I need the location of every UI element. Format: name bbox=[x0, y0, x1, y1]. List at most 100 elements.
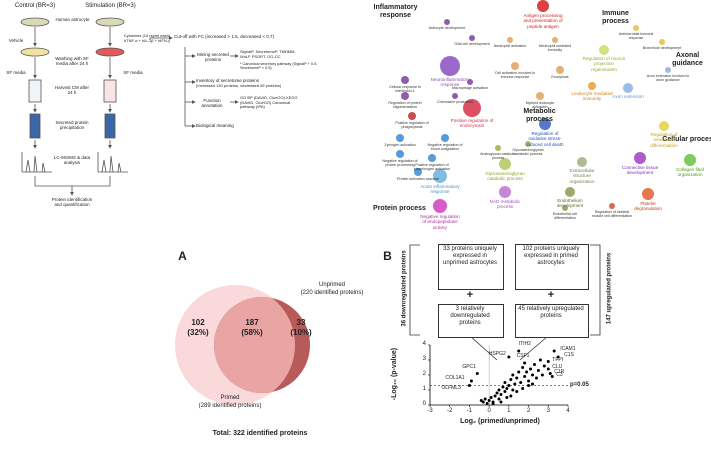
network-node bbox=[525, 141, 531, 147]
x-tick-label: 2 bbox=[526, 408, 531, 414]
label: (Increased 130 proteins, decreased 49 pr… bbox=[196, 83, 282, 88]
x-tick-label: 3 bbox=[546, 408, 550, 414]
gene-label: OLFML3 bbox=[441, 384, 461, 391]
network-node bbox=[444, 19, 450, 25]
gene-label: TFPI bbox=[552, 356, 564, 363]
data-point bbox=[527, 379, 531, 383]
label: Vehicle bbox=[8, 38, 24, 43]
data-point bbox=[538, 358, 542, 362]
data-point bbox=[509, 394, 513, 398]
data-point bbox=[517, 349, 521, 353]
label: B bbox=[383, 249, 392, 263]
label: Primed bbox=[220, 395, 240, 401]
data-point bbox=[525, 370, 529, 374]
label: Unprimed bbox=[318, 282, 345, 288]
x-axis-label: Log₂ (primed/unprimed) bbox=[460, 418, 540, 425]
network-node bbox=[452, 93, 458, 99]
data-point bbox=[509, 378, 513, 381]
data-point bbox=[532, 363, 536, 366]
data-point bbox=[495, 391, 499, 395]
node-label: Glycosaminoglycan metabolic process bbox=[512, 148, 544, 157]
network-node bbox=[633, 25, 639, 31]
volcano-brackets bbox=[409, 244, 601, 361]
network-node bbox=[511, 62, 519, 70]
label: * Canonical secretory pathway (SignalP +… bbox=[240, 62, 318, 71]
node-label: Aminoglycan catabolic process bbox=[480, 152, 516, 161]
data-point bbox=[497, 397, 501, 401]
x-tick-label: 0 bbox=[487, 408, 491, 414]
network-node bbox=[396, 150, 404, 158]
node-label: Endothelial cell differentiation bbox=[552, 212, 578, 221]
label: Cytokines (10 ng/ml each) hTNF-α + hIL-1… bbox=[123, 33, 171, 43]
text-box bbox=[515, 304, 589, 338]
data-point bbox=[540, 373, 544, 377]
x-tick-label: 1 bbox=[507, 408, 511, 414]
label: (32%) bbox=[187, 328, 209, 337]
data-point bbox=[531, 382, 535, 386]
network-node bbox=[396, 134, 404, 142]
node-label: Glial cell development bbox=[454, 42, 490, 46]
data-point bbox=[499, 400, 503, 404]
node-label: Acute inflammatory response bbox=[420, 184, 460, 195]
network bbox=[396, 0, 696, 213]
node-label: Antimicrobial humoral response bbox=[618, 32, 654, 41]
network-node bbox=[556, 66, 564, 74]
data-point bbox=[493, 394, 497, 398]
node-label: Positive regulation of endocytosis bbox=[450, 118, 494, 129]
network-node bbox=[562, 205, 568, 211]
network-node bbox=[539, 118, 551, 130]
label: 36 downregulated proteins bbox=[401, 250, 408, 327]
network-node bbox=[495, 145, 501, 151]
workflow-graphics bbox=[20, 17, 239, 195]
network-node bbox=[623, 83, 633, 93]
gene-label: ITIH2 bbox=[518, 341, 531, 347]
label: Biological meaning bbox=[196, 123, 234, 128]
gene-label: COL1A1 bbox=[445, 375, 465, 381]
label: Mining secreted proteins bbox=[197, 52, 229, 63]
network-node bbox=[440, 56, 460, 76]
data-point bbox=[503, 381, 507, 384]
node-label: Regulation of skeletal muscle cell diffe… bbox=[591, 210, 633, 219]
node-label: Cell activation involved in immune respo… bbox=[494, 71, 536, 80]
x-tick-label: -2 bbox=[447, 408, 453, 414]
network-node bbox=[433, 199, 447, 213]
data-point bbox=[505, 387, 509, 390]
gene-label: GPC1 bbox=[462, 363, 476, 370]
data-point bbox=[546, 367, 550, 371]
node-label: Regulation of osteoblast differentiation bbox=[650, 132, 678, 148]
network-node bbox=[588, 82, 596, 90]
node-label: Myeloid leukocyte activation bbox=[525, 101, 555, 110]
node-label: Protein activation cascade bbox=[397, 177, 439, 181]
node-label: NAD metabolic process bbox=[489, 199, 521, 210]
data-point bbox=[523, 361, 527, 365]
data-point bbox=[505, 396, 509, 399]
data-point bbox=[513, 382, 517, 386]
volcano-plot bbox=[428, 344, 569, 407]
network-node bbox=[665, 67, 671, 73]
node-label: Neuroinflammatory response bbox=[430, 77, 470, 88]
label: SF media bbox=[6, 70, 26, 75]
network-node bbox=[536, 92, 544, 100]
gene-label: C1R bbox=[554, 368, 565, 375]
data-point bbox=[548, 372, 552, 375]
label: Secreted protein precipitation bbox=[55, 120, 89, 131]
data-point bbox=[497, 388, 501, 392]
label: GO BP (DAVID, ClueGO) KEGG (DAVID, ClueG… bbox=[240, 95, 298, 110]
network-node bbox=[577, 157, 587, 167]
data-point bbox=[536, 369, 540, 372]
node-label: Regulation of neuron projection regenera… bbox=[582, 56, 626, 72]
x-tick-label: -3 bbox=[427, 408, 433, 414]
label: 187 bbox=[245, 318, 259, 327]
network-node bbox=[401, 76, 409, 84]
node-label: Platelet degranulation bbox=[634, 201, 662, 212]
label: Control (BR=3) bbox=[14, 3, 56, 9]
data-point bbox=[507, 384, 511, 387]
node-label: Positive regulation of phagocytosis bbox=[395, 121, 429, 130]
network-node bbox=[467, 79, 473, 85]
label: A bbox=[178, 249, 187, 263]
label: Protein identification and quantificatio… bbox=[51, 197, 93, 208]
node-label: Regulation of oxidative stress-induced c… bbox=[526, 131, 564, 147]
data-point bbox=[467, 384, 471, 387]
network-node bbox=[659, 121, 669, 131]
